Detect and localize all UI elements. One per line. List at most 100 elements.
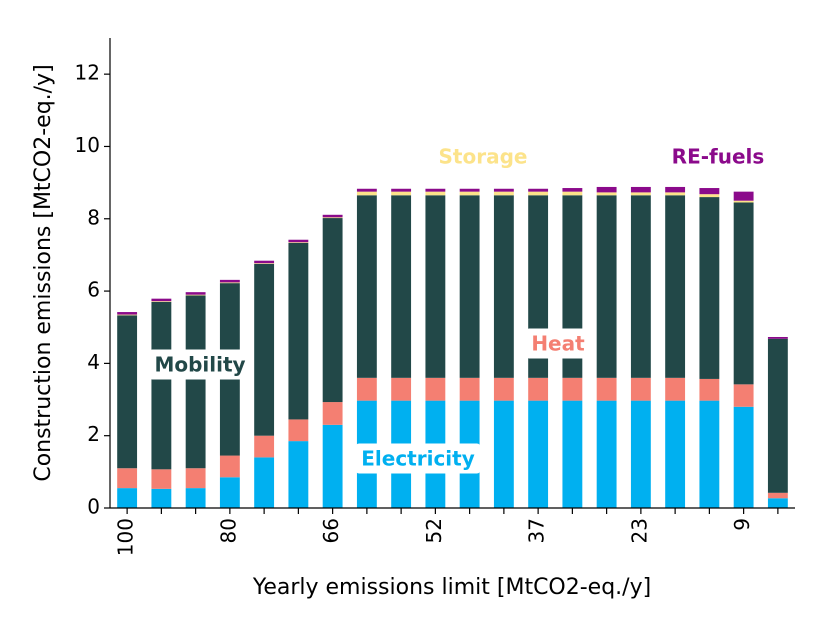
- bar-segment: [733, 200, 754, 203]
- legend-entry: Electricity: [355, 443, 481, 474]
- bar-segment: [493, 400, 514, 508]
- bar-segment: [356, 191, 377, 196]
- bar-segment: [699, 188, 720, 195]
- bar-segment: [117, 315, 138, 469]
- bar-segment: [630, 377, 651, 401]
- x-axis-title: Yearly emissions limit [MtCO2-eq./y]: [252, 575, 651, 600]
- bar-segment: [562, 400, 583, 508]
- bar-segment: [767, 492, 788, 499]
- legend-box: [525, 328, 592, 359]
- bar-segment: [733, 191, 754, 201]
- bar-segment: [596, 400, 617, 508]
- bar-segment: [151, 301, 172, 302]
- bar-segment: [185, 294, 206, 296]
- bar-segment: [185, 488, 206, 508]
- bar-segment: [391, 191, 412, 196]
- bar-segment: [117, 468, 138, 489]
- bar-segment: [322, 402, 343, 425]
- bar-segment: [665, 192, 686, 196]
- bar-segment: [391, 195, 412, 378]
- bar-segment: [767, 336, 788, 339]
- bar-segment: [459, 191, 480, 196]
- bar-segment: [185, 468, 206, 489]
- x-tick-label: 66: [319, 518, 343, 543]
- y-tick-label: 8: [87, 205, 100, 229]
- y-tick-label: 6: [87, 278, 100, 302]
- bar-segment: [117, 312, 138, 315]
- bar-segment: [425, 188, 446, 192]
- y-tick-label: 2: [87, 422, 100, 446]
- bar-segment: [459, 195, 480, 378]
- bar-segment: [151, 469, 172, 489]
- bar-segment: [185, 292, 206, 295]
- x-tick-label: 37: [525, 518, 549, 543]
- bar-segment: [288, 441, 309, 508]
- bar-segment: [767, 498, 788, 508]
- bar-segment: [151, 488, 172, 508]
- bar-segment: [630, 192, 651, 196]
- bar-segment: [528, 191, 549, 196]
- bar-segment: [117, 488, 138, 508]
- bar-segment: [528, 400, 549, 508]
- bar-segment: [630, 400, 651, 508]
- bar-segment: [288, 242, 309, 420]
- x-tick-label: 9: [730, 518, 754, 531]
- x-tick-label: 80: [216, 518, 240, 543]
- legend-label: Storage: [439, 145, 528, 169]
- bar-segment: [219, 282, 240, 284]
- bar-segment: [322, 218, 343, 403]
- legend-label: Mobility: [154, 353, 245, 377]
- x-tick-label: 100: [114, 518, 138, 556]
- bar-segment: [630, 186, 651, 193]
- bar-segment: [356, 195, 377, 378]
- bar-segment: [665, 195, 686, 378]
- bar-segment: [562, 377, 583, 401]
- bar-segment: [254, 435, 275, 458]
- bar-segment: [288, 242, 309, 243]
- bar-segment: [151, 301, 172, 470]
- bar-segment: [288, 239, 309, 243]
- bar-segment: [391, 188, 412, 192]
- legend-entry: Mobility: [148, 349, 252, 380]
- legend-entry: Storage: [439, 145, 528, 169]
- bar-segment: [459, 377, 480, 401]
- y-tick-label: 4: [87, 350, 100, 374]
- bar-segment: [767, 338, 788, 493]
- bar-segment: [322, 424, 343, 508]
- bar-segment: [425, 377, 446, 401]
- bar-segment: [151, 298, 172, 302]
- bar-segment: [322, 214, 343, 218]
- legend-label: RE-fuels: [672, 145, 765, 169]
- bar-segment: [459, 188, 480, 192]
- bar-segment: [493, 188, 514, 192]
- bar-segment: [733, 202, 754, 385]
- bar-segment: [596, 195, 617, 378]
- bar-segment: [733, 406, 754, 508]
- bar-segment: [219, 455, 240, 478]
- bar-segment: [356, 377, 377, 401]
- y-axis-title: Construction emissions [MtCO2-eq./y]: [31, 64, 56, 481]
- bar-segment: [562, 191, 583, 196]
- legend-label: Heat: [531, 332, 585, 356]
- bar-segment: [254, 260, 275, 264]
- bar-segment: [596, 186, 617, 193]
- legend-box: [148, 349, 252, 380]
- bar-segment: [219, 477, 240, 508]
- bar-segment: [493, 377, 514, 401]
- bar-segment: [254, 457, 275, 508]
- legend-label: Electricity: [361, 447, 475, 471]
- bar-segment: [356, 188, 377, 192]
- bar-segment: [665, 377, 686, 401]
- legend-box: [355, 443, 481, 474]
- bar-segment: [254, 263, 275, 436]
- bar-segment: [528, 188, 549, 192]
- legend-entry: RE-fuels: [672, 145, 765, 169]
- bar-segment: [699, 378, 720, 401]
- y-tick-label: 0: [87, 495, 100, 519]
- bar-segment: [117, 314, 138, 316]
- bar-segment: [562, 188, 583, 192]
- y-tick-label: 10: [75, 133, 100, 157]
- bar-segment: [425, 191, 446, 196]
- bar-segment: [185, 295, 206, 469]
